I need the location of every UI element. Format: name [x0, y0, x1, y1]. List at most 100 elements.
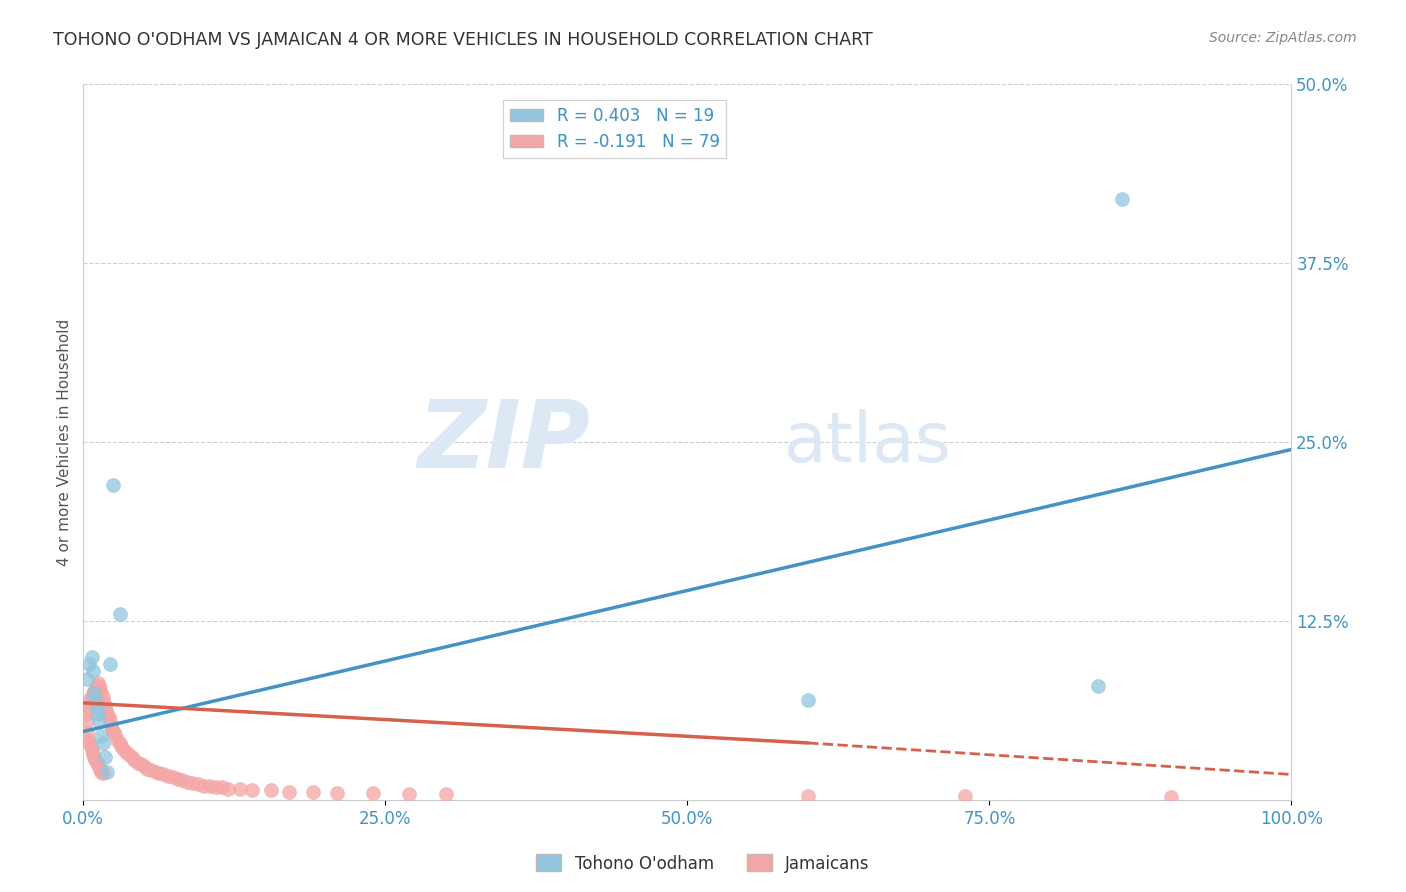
Point — [1160, 790, 1182, 805]
Point — [86, 756, 108, 770]
Point — [97, 710, 120, 724]
Point — [93, 696, 115, 710]
Point — [166, 772, 188, 786]
Point — [121, 750, 143, 764]
Legend: Tohono O'odham, Jamaicans: Tohono O'odham, Jamaicans — [530, 847, 876, 880]
Point — [129, 757, 152, 772]
Point — [104, 727, 127, 741]
Point — [79, 693, 101, 707]
Point — [152, 767, 174, 781]
Point — [77, 733, 100, 747]
Point — [217, 781, 239, 796]
Y-axis label: 4 or more Vehicles in Household: 4 or more Vehicles in Household — [58, 318, 72, 566]
Point — [211, 780, 233, 795]
Point — [84, 681, 107, 696]
Point — [205, 780, 228, 795]
Text: ZIP: ZIP — [418, 396, 591, 488]
Point — [87, 760, 110, 774]
Point — [90, 729, 112, 743]
Point — [103, 724, 125, 739]
Point — [86, 679, 108, 693]
Point — [79, 739, 101, 753]
Point — [98, 657, 121, 672]
Point — [90, 686, 112, 700]
Point — [79, 736, 101, 750]
Point — [82, 686, 104, 700]
Legend: R = 0.403   N = 19, R = -0.191   N = 79: R = 0.403 N = 19, R = -0.191 N = 79 — [503, 100, 727, 158]
Point — [89, 762, 111, 776]
Point — [434, 788, 457, 802]
Point — [100, 719, 122, 733]
Point — [162, 770, 184, 784]
Point — [110, 739, 132, 753]
Point — [84, 693, 107, 707]
Point — [94, 700, 117, 714]
Point — [198, 779, 221, 793]
Point — [75, 707, 97, 722]
Point — [953, 789, 976, 803]
Point — [108, 607, 131, 621]
Point — [108, 736, 131, 750]
Point — [132, 759, 155, 773]
Text: Source: ZipAtlas.com: Source: ZipAtlas.com — [1209, 31, 1357, 45]
Point — [80, 690, 103, 705]
Point — [91, 736, 114, 750]
Point — [156, 769, 179, 783]
Point — [96, 705, 118, 719]
Point — [181, 776, 204, 790]
Point — [187, 777, 209, 791]
Point — [1087, 679, 1109, 693]
Point — [91, 766, 114, 780]
Point — [96, 707, 118, 722]
Point — [83, 686, 105, 700]
Point — [148, 766, 170, 780]
Point — [94, 750, 117, 764]
Point — [242, 783, 264, 797]
Point — [87, 679, 110, 693]
Point — [797, 693, 820, 707]
Point — [797, 789, 820, 803]
Point — [112, 741, 135, 756]
Point — [89, 681, 111, 696]
Point — [84, 753, 107, 767]
Point — [76, 672, 98, 686]
Point — [77, 700, 100, 714]
Point — [80, 743, 103, 757]
Point — [98, 714, 121, 729]
Point — [301, 784, 323, 798]
Point — [80, 650, 103, 665]
Point — [90, 764, 112, 779]
Point — [229, 781, 252, 796]
Point — [86, 700, 108, 714]
Point — [87, 707, 110, 722]
Point — [96, 764, 118, 779]
Point — [87, 714, 110, 729]
Point — [326, 786, 349, 800]
Text: TOHONO O'ODHAM VS JAMAICAN 4 OR MORE VEHICLES IN HOUSEHOLD CORRELATION CHART: TOHONO O'ODHAM VS JAMAICAN 4 OR MORE VEH… — [53, 31, 873, 49]
Point — [145, 764, 167, 779]
Point — [139, 763, 162, 777]
Point — [122, 753, 145, 767]
Point — [127, 756, 149, 770]
Point — [136, 762, 159, 776]
Point — [114, 745, 136, 759]
Point — [176, 774, 198, 789]
Point — [101, 722, 124, 736]
Point — [361, 786, 384, 800]
Point — [103, 478, 125, 492]
Text: atlas: atlas — [785, 409, 952, 475]
Point — [76, 714, 98, 729]
Point — [79, 696, 101, 710]
Point — [76, 724, 98, 739]
Point — [193, 779, 215, 793]
Point — [117, 747, 139, 762]
Point — [1111, 192, 1133, 206]
Point — [105, 733, 128, 747]
Point — [87, 757, 110, 772]
Point — [259, 783, 281, 797]
Point — [82, 747, 104, 762]
Point — [398, 788, 420, 802]
Point — [79, 657, 101, 672]
Point — [91, 690, 114, 705]
Point — [83, 750, 105, 764]
